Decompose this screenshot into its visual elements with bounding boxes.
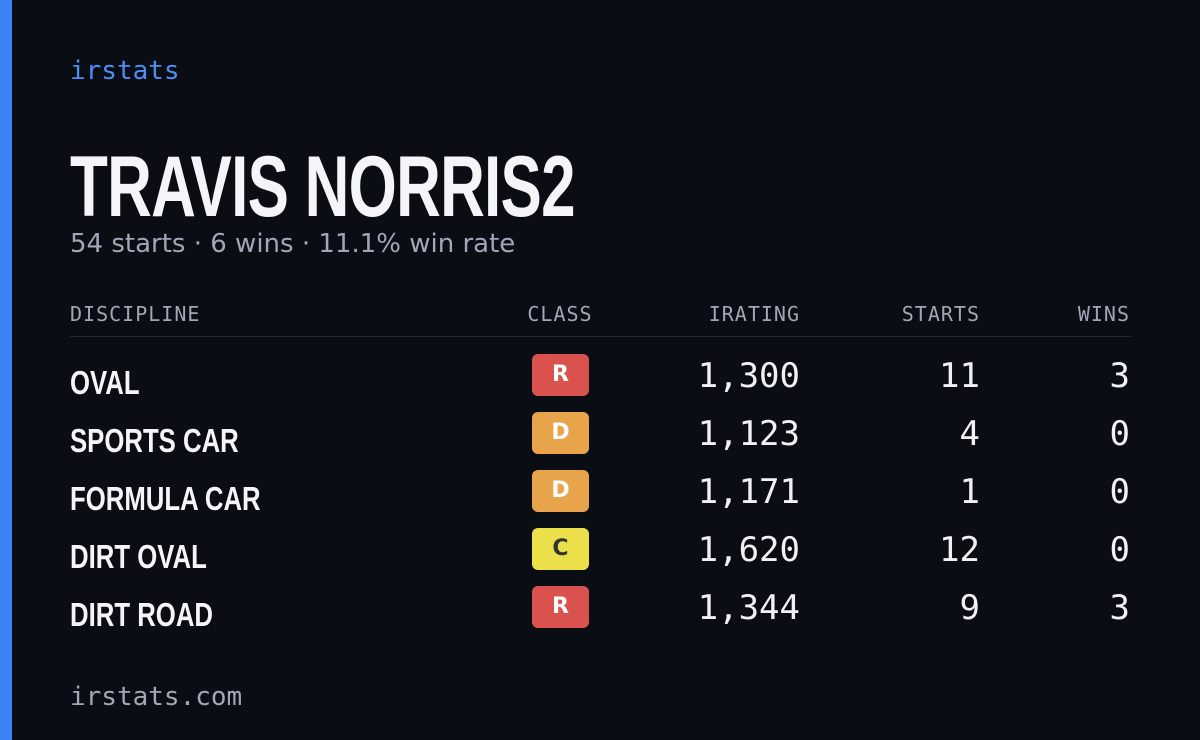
stat-value: 1,300 xyxy=(697,356,800,396)
discipline-name: OVAL xyxy=(70,364,140,401)
stat-value: 1 xyxy=(959,472,980,512)
discipline-name: DIRT ROAD xyxy=(70,596,213,633)
column-header: WINS xyxy=(1077,302,1130,326)
column-header: STARTS xyxy=(901,302,980,326)
brand: irstats xyxy=(70,56,180,86)
stat-value: 3 xyxy=(1109,356,1130,396)
stat-value: 11 xyxy=(939,356,980,396)
class-badge: R xyxy=(532,586,589,628)
stat-value: 12 xyxy=(939,530,980,570)
stat-value: 1,620 xyxy=(697,530,800,570)
stat-value: 1,171 xyxy=(697,472,800,512)
footer: irstats.com xyxy=(70,682,243,712)
column-header: DISCIPLINE xyxy=(70,302,201,326)
stat-value: 4 xyxy=(959,414,980,454)
stat-value: 1,344 xyxy=(697,588,800,628)
column-header: CLASS xyxy=(527,302,593,326)
stat-value: 0 xyxy=(1109,472,1130,512)
driver-name: TRAVIS NORRIS2 xyxy=(70,139,576,235)
class-badge: R xyxy=(532,354,589,396)
class-badge: D xyxy=(532,412,589,454)
stat-value: 1,123 xyxy=(697,414,800,454)
column-header: IRATING xyxy=(708,302,800,326)
accent-bar xyxy=(0,0,12,740)
stat-value: 0 xyxy=(1109,530,1130,570)
summary: 54 starts · 6 wins · 11.1% win rate xyxy=(70,229,516,259)
stat-value: 3 xyxy=(1109,588,1130,628)
class-badge: D xyxy=(532,470,589,512)
class-badge: C xyxy=(532,528,589,570)
discipline-name: SPORTS CAR xyxy=(70,422,239,459)
header-rule xyxy=(70,336,1132,337)
discipline-name: FORMULA CAR xyxy=(70,480,261,517)
stat-value: 0 xyxy=(1109,414,1130,454)
stat-value: 9 xyxy=(959,588,980,628)
discipline-name: DIRT OVAL xyxy=(70,538,207,575)
